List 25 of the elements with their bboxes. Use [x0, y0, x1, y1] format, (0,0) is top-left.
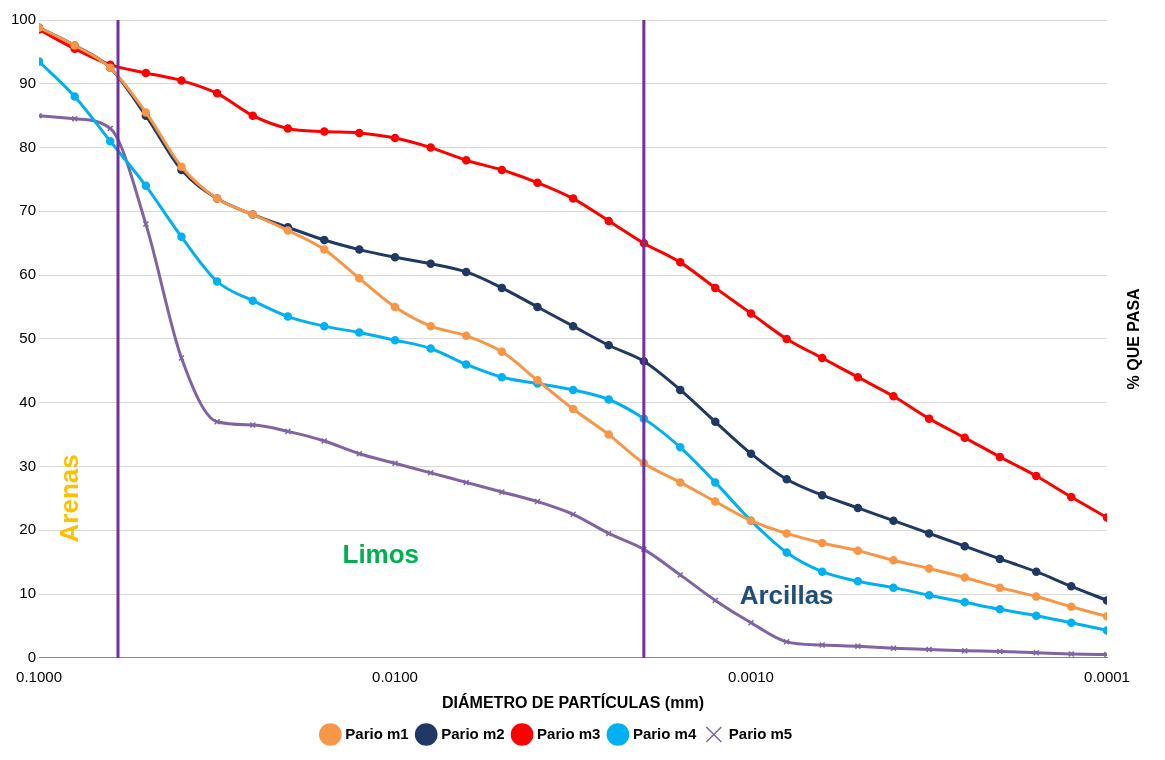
legend-label: Pario m2 — [441, 724, 505, 742]
y-tick-label: 40 — [19, 392, 37, 410]
x-tick-label: 0.0010 — [728, 667, 774, 685]
annotation: Limos — [342, 538, 420, 569]
legend-label: Pario m5 — [728, 724, 793, 742]
legend-label: Pario m4 — [632, 724, 697, 742]
y-axis-title: % QUE PASA — [1125, 287, 1143, 390]
y-tick-label: 70 — [19, 201, 37, 219]
annotation: Arenas — [54, 454, 85, 543]
x-axis-title: DIÁMETRO DE PARTÍCULAS (mm) — [442, 692, 704, 711]
legend-label: Pario m1 — [345, 724, 409, 742]
y-tick-label: 0 — [27, 647, 37, 665]
x-tick-label: 0.0100 — [372, 667, 418, 685]
y-tick-label: 20 — [19, 520, 37, 538]
y-tick-label: 80 — [19, 137, 37, 155]
x-tick-label: 0.1000 — [16, 667, 62, 685]
annotation: Arcillas — [739, 580, 834, 611]
x-tick-label: 0.0001 — [1084, 667, 1130, 685]
legend-label: Pario m3 — [537, 724, 601, 742]
y-tick-label: 90 — [19, 73, 37, 91]
y-tick-label: 10 — [19, 584, 37, 602]
y-tick-label: 50 — [19, 329, 37, 347]
y-tick-label: 60 — [19, 265, 37, 283]
y-tick-label: 30 — [19, 456, 37, 474]
y-tick-label: 100 — [11, 10, 37, 28]
